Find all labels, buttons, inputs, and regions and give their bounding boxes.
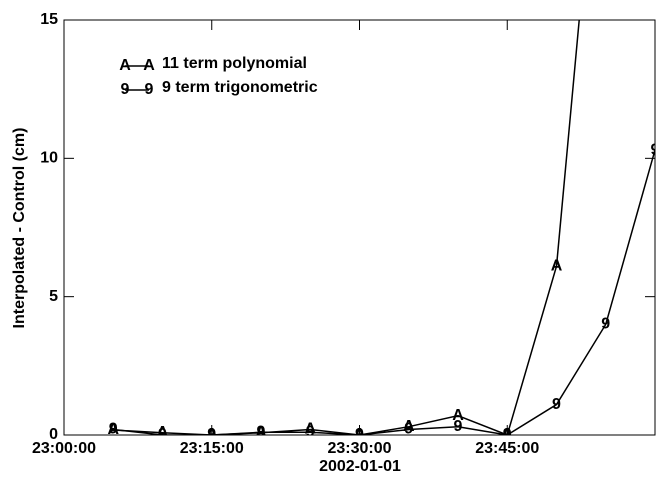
legend-marker: 9 bbox=[121, 81, 130, 98]
point-marker: 9 bbox=[404, 421, 413, 438]
point-marker: A bbox=[107, 421, 119, 438]
x-tick-label: 23:15:00 bbox=[180, 440, 244, 457]
point-marker: 9 bbox=[552, 396, 561, 413]
point-marker: A bbox=[304, 421, 316, 438]
point-marker: 9 bbox=[158, 426, 167, 443]
x-tick-label: 23:00:00 bbox=[32, 440, 96, 457]
legend-marker: A bbox=[143, 57, 155, 74]
point-marker: 9 bbox=[257, 423, 266, 440]
y-tick-label: 5 bbox=[49, 288, 58, 305]
series-line bbox=[113, 149, 655, 435]
point-marker: 9 bbox=[306, 423, 315, 440]
point-marker: A bbox=[452, 407, 464, 424]
point-marker: 9 bbox=[454, 418, 463, 435]
x-axis-label: 2002-01-01 bbox=[319, 458, 401, 475]
legend-marker: 9 bbox=[145, 81, 154, 98]
legend-label: 11 term polynomial bbox=[162, 55, 307, 72]
x-tick-label: 23:30:00 bbox=[327, 440, 391, 457]
legend-marker: A bbox=[119, 57, 131, 74]
point-marker: 9 bbox=[651, 141, 656, 158]
y-tick-label: 15 bbox=[40, 11, 58, 28]
y-tick-label: 10 bbox=[40, 150, 58, 167]
y-tick-label: 0 bbox=[49, 426, 58, 443]
point-marker: A bbox=[255, 424, 267, 441]
y-axis-label: Interpolated - Control (cm) bbox=[11, 128, 28, 329]
point-marker: 9 bbox=[109, 421, 118, 438]
point-marker: A bbox=[551, 257, 563, 274]
legend-label: 9 term trigonometric bbox=[162, 79, 318, 96]
point-marker: A bbox=[157, 424, 169, 441]
x-tick-label: 23:45:00 bbox=[475, 440, 539, 457]
point-marker: A bbox=[403, 418, 415, 435]
point-marker: 9 bbox=[601, 316, 610, 333]
